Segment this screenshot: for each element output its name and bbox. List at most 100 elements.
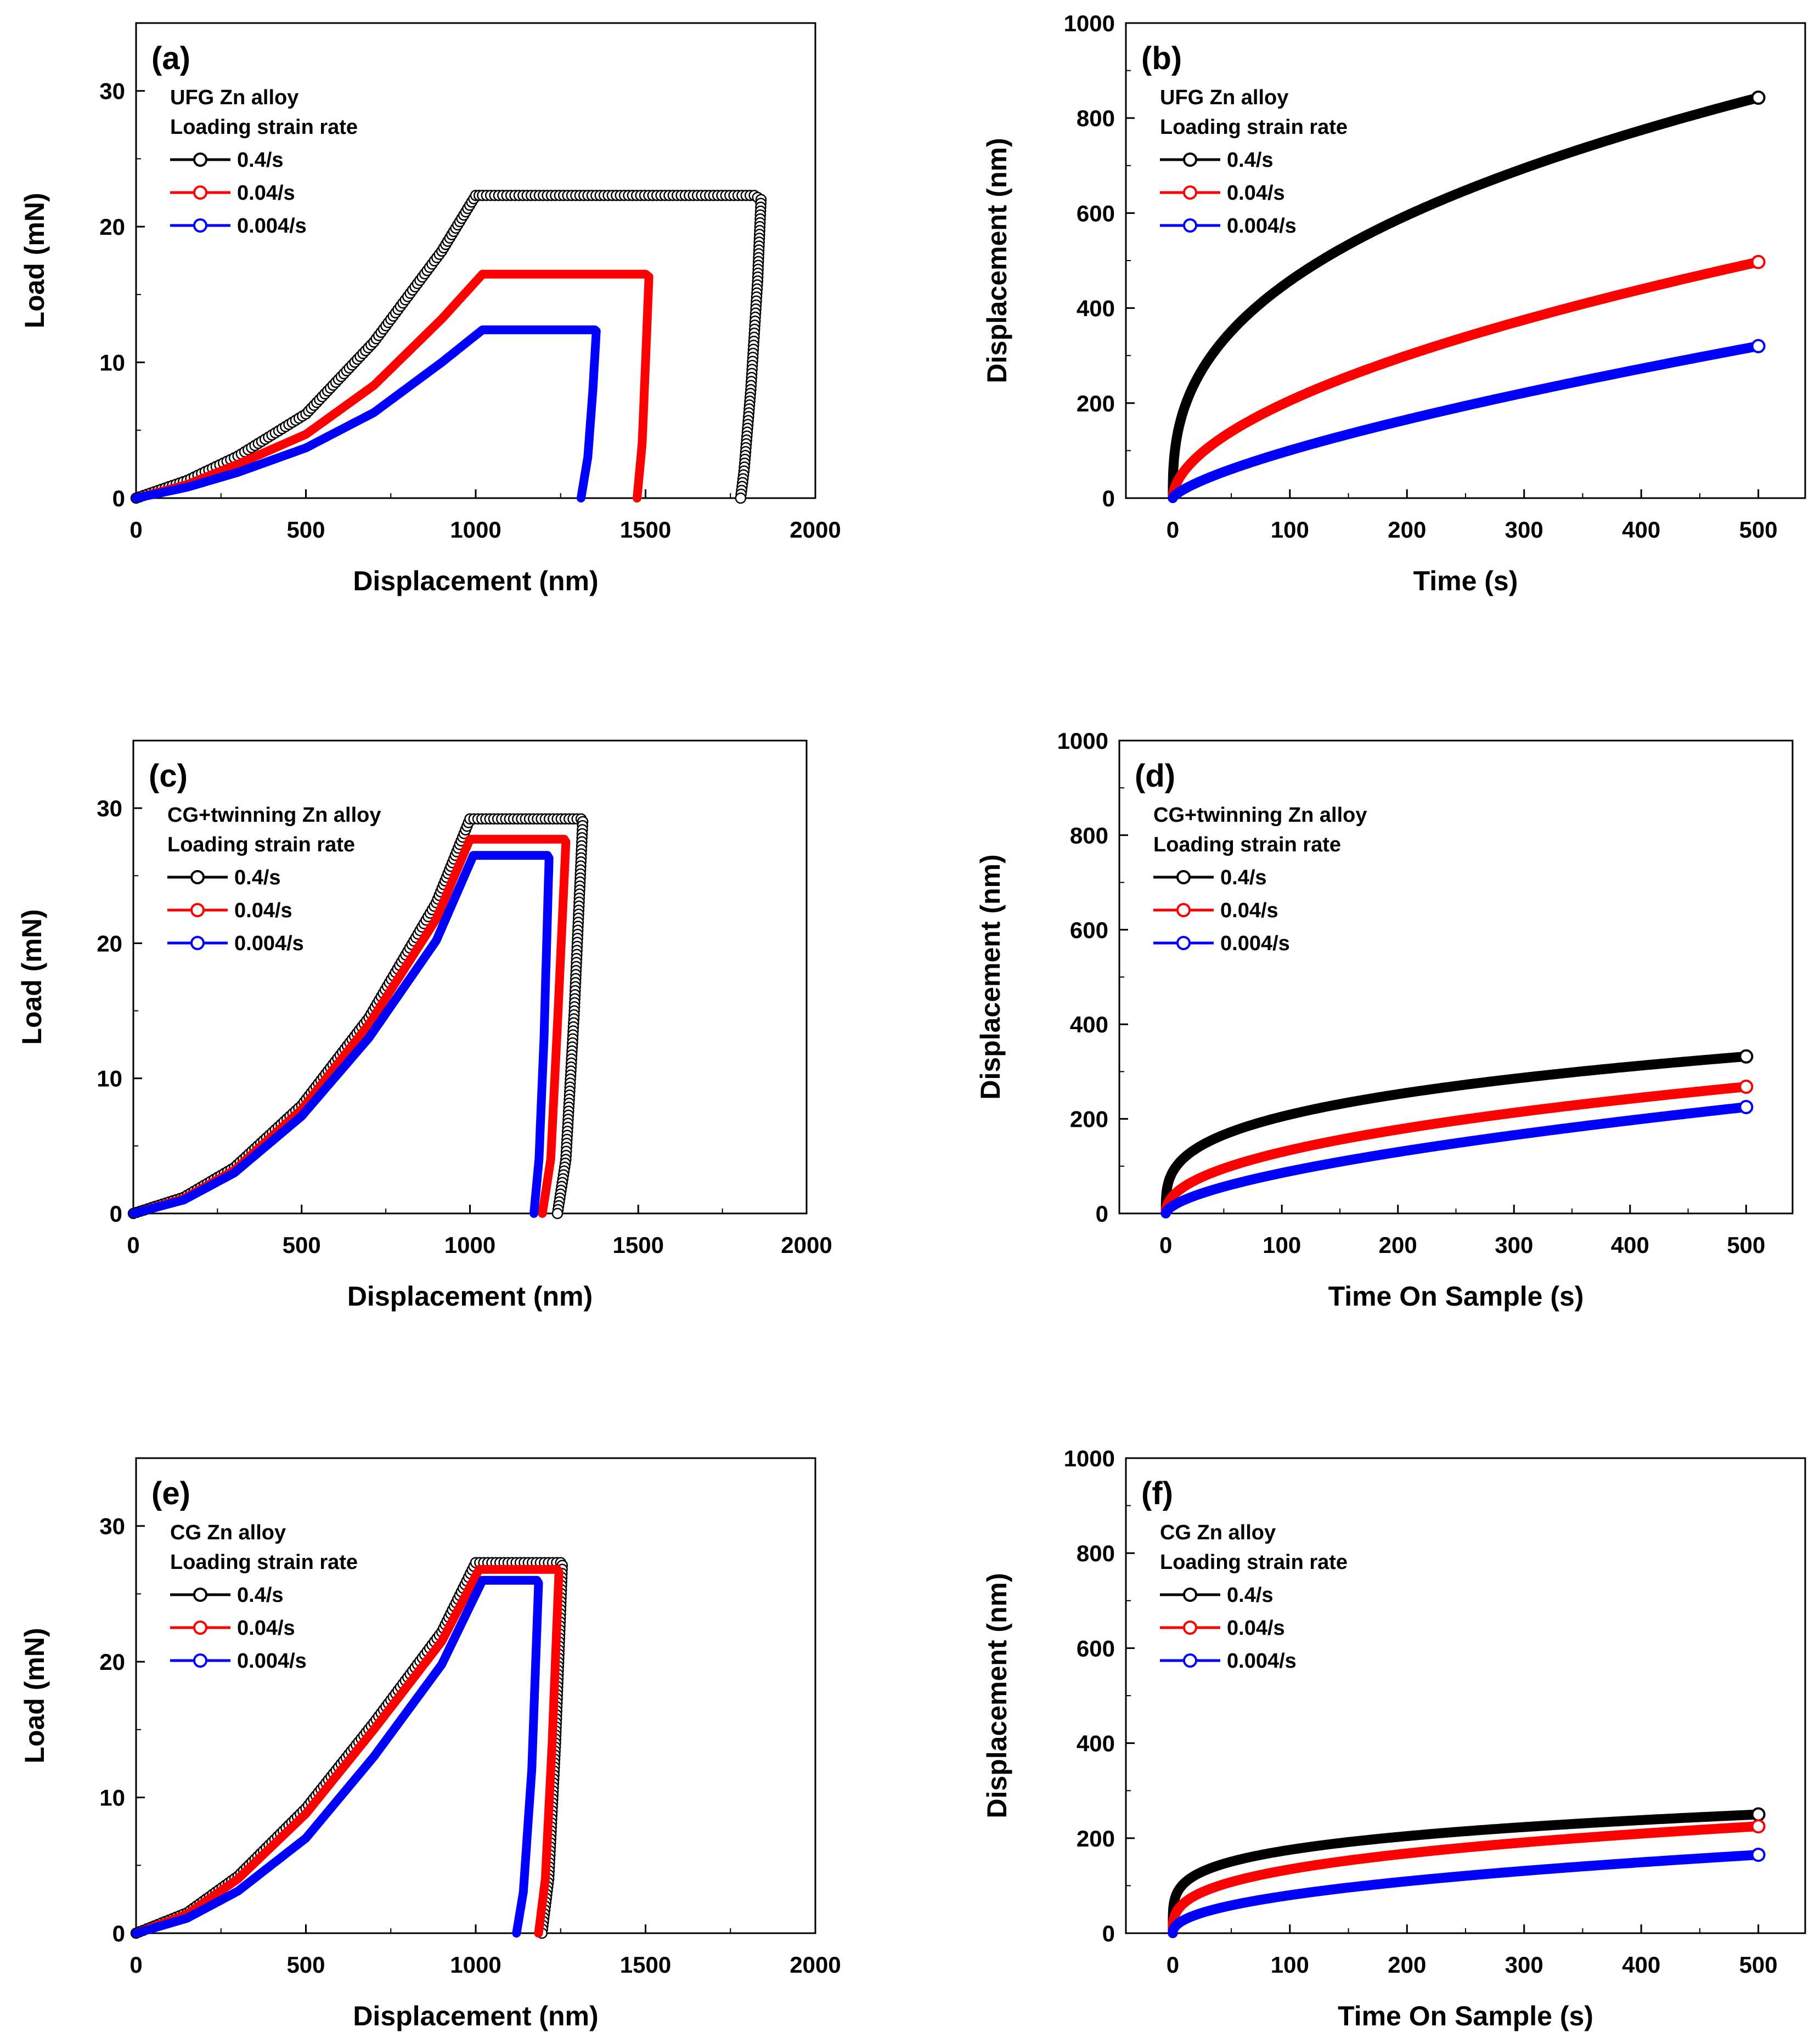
legend-marker (1176, 936, 1191, 950)
data-line (1168, 257, 1763, 503)
legend-marker (1183, 153, 1197, 167)
y-tick-label: 20 (99, 1649, 125, 1675)
legend-marker (1183, 218, 1197, 233)
x-tick-label: 500 (283, 1232, 321, 1258)
y-tick-label: 30 (97, 795, 122, 821)
x-axis-title: Time On Sample (s) (1338, 2001, 1593, 2031)
legend-label: 0.4/s (1227, 149, 1274, 172)
legend-title: CG+twinning Zn alloy (167, 804, 381, 827)
x-tick-label: 0 (1167, 517, 1179, 543)
data-line (132, 325, 601, 502)
y-tick-label: 600 (1077, 200, 1115, 226)
panel-label: (f) (1141, 1476, 1173, 1511)
y-axis-title: Displacement (nm) (975, 854, 1006, 1099)
x-tick-label: 500 (1739, 1952, 1778, 1978)
series-0004s (132, 1576, 543, 1938)
x-tick-label: 100 (1271, 517, 1309, 543)
x-tick-label: 300 (1505, 1952, 1543, 1978)
legend-label: 0.4/s (1227, 1584, 1274, 1607)
end-point (1751, 1819, 1766, 1834)
y-tick-label: 600 (1077, 1635, 1115, 1661)
legend-label: 0.4/s (1220, 866, 1267, 889)
data-line (129, 851, 554, 1218)
y-axis-title: Load (mN) (16, 909, 47, 1044)
series-0004s (1160, 1100, 1754, 1218)
legend-title: UFG Zn alloy (170, 86, 298, 109)
data-line (1160, 1051, 1751, 1218)
x-tick-label: 0 (129, 517, 142, 543)
series-004s (1168, 1819, 1766, 1938)
legend-marker (193, 1588, 207, 1602)
legend-subtitle: Loading strain rate (167, 833, 355, 856)
end-point (1751, 91, 1766, 105)
legend-subtitle: Loading strain rate (170, 116, 358, 139)
x-tick-label: 1000 (450, 1952, 501, 1978)
end-point (1751, 338, 1766, 353)
legend-label: 0.04/s (234, 899, 292, 922)
y-tick-label: 400 (1077, 296, 1115, 321)
end-point (1751, 255, 1766, 269)
panel-f: 0 100 200 300 400 500 0 200 400 600 800 1000 Time On… (982, 1446, 1806, 2031)
x-tick-label: 2000 (790, 517, 841, 543)
y-tick-label: 0 (110, 1201, 122, 1227)
legend-title: UFG Zn alloy (1160, 86, 1288, 109)
y-axis-title: Displacement (nm) (982, 138, 1012, 383)
series-0004s (1168, 338, 1766, 503)
legend-marker (1183, 1620, 1197, 1635)
y-tick-label: 30 (99, 1514, 125, 1539)
legend-title: CG Zn alloy (1160, 1521, 1276, 1544)
y-tick-label: 200 (1077, 391, 1115, 416)
x-tick-label: 100 (1271, 1952, 1309, 1978)
legend-marker (1183, 1588, 1197, 1602)
x-axis-title: Displacement (nm) (353, 2001, 598, 2031)
end-point (1739, 1080, 1754, 1094)
x-tick-label: 1000 (450, 517, 501, 543)
x-tick-label: 400 (1622, 1952, 1660, 1978)
legend-label: 0.004/s (234, 932, 304, 955)
legend-label: 0.4/s (237, 1584, 284, 1607)
legend-label: 0.04/s (1227, 182, 1285, 205)
legend-label: 0.004/s (1227, 214, 1297, 238)
y-axis-title: Load (mN) (19, 1628, 50, 1763)
series-004s (132, 269, 653, 502)
y-tick-label: 0 (1102, 485, 1115, 511)
x-tick-label: 200 (1388, 517, 1426, 543)
series-04s (1168, 91, 1766, 503)
data-line (1168, 1850, 1763, 1938)
data-point (735, 492, 747, 504)
panel-b: 0 100 200 300 400 500 0 200 400 600 800 1000 Time (s… (982, 10, 1806, 596)
y-tick-label: 0 (1102, 1921, 1115, 1946)
y-tick-label: 400 (1070, 1012, 1108, 1037)
legend-subtitle: Loading strain rate (1160, 1551, 1348, 1574)
y-tick-label: 200 (1077, 1826, 1115, 1851)
legend-label: 0.4/s (237, 149, 284, 172)
data-line (1168, 1821, 1763, 1938)
y-tick-label: 1000 (1064, 10, 1115, 36)
x-tick-label: 400 (1611, 1232, 1649, 1258)
x-tick-label: 1500 (620, 1952, 671, 1978)
data-line (132, 1565, 564, 1938)
legend-marker (1176, 870, 1191, 884)
panel-e: 0 500 1000 1500 2000 0 10 20 30 Displacement (nm)… (19, 1457, 841, 2031)
series-0004s (129, 851, 554, 1218)
legend-marker (190, 903, 205, 917)
x-tick-label: 200 (1388, 1952, 1426, 1978)
panel-d: 0 100 200 300 400 500 0 200 400 600 800 1000 Time On… (975, 728, 1794, 1312)
y-tick-label: 200 (1070, 1106, 1108, 1132)
data-line (1160, 1082, 1751, 1218)
data-line (1168, 1809, 1763, 1938)
series-004s (132, 1565, 564, 1938)
legend-label: 0.04/s (1227, 1617, 1285, 1640)
data-point (551, 1207, 564, 1219)
legend-label: 0.004/s (237, 1650, 307, 1673)
x-tick-label: 0 (1167, 1952, 1179, 1978)
legend-marker (193, 1620, 207, 1635)
x-tick-label: 1500 (613, 1232, 664, 1258)
legend-label: 0.04/s (237, 182, 295, 205)
panel-a: 0 500 1000 1500 2000 0 10 20 30 Displacement (nm)… (19, 22, 841, 596)
y-tick-label: 20 (99, 214, 125, 240)
y-tick-label: 0 (112, 1921, 125, 1946)
